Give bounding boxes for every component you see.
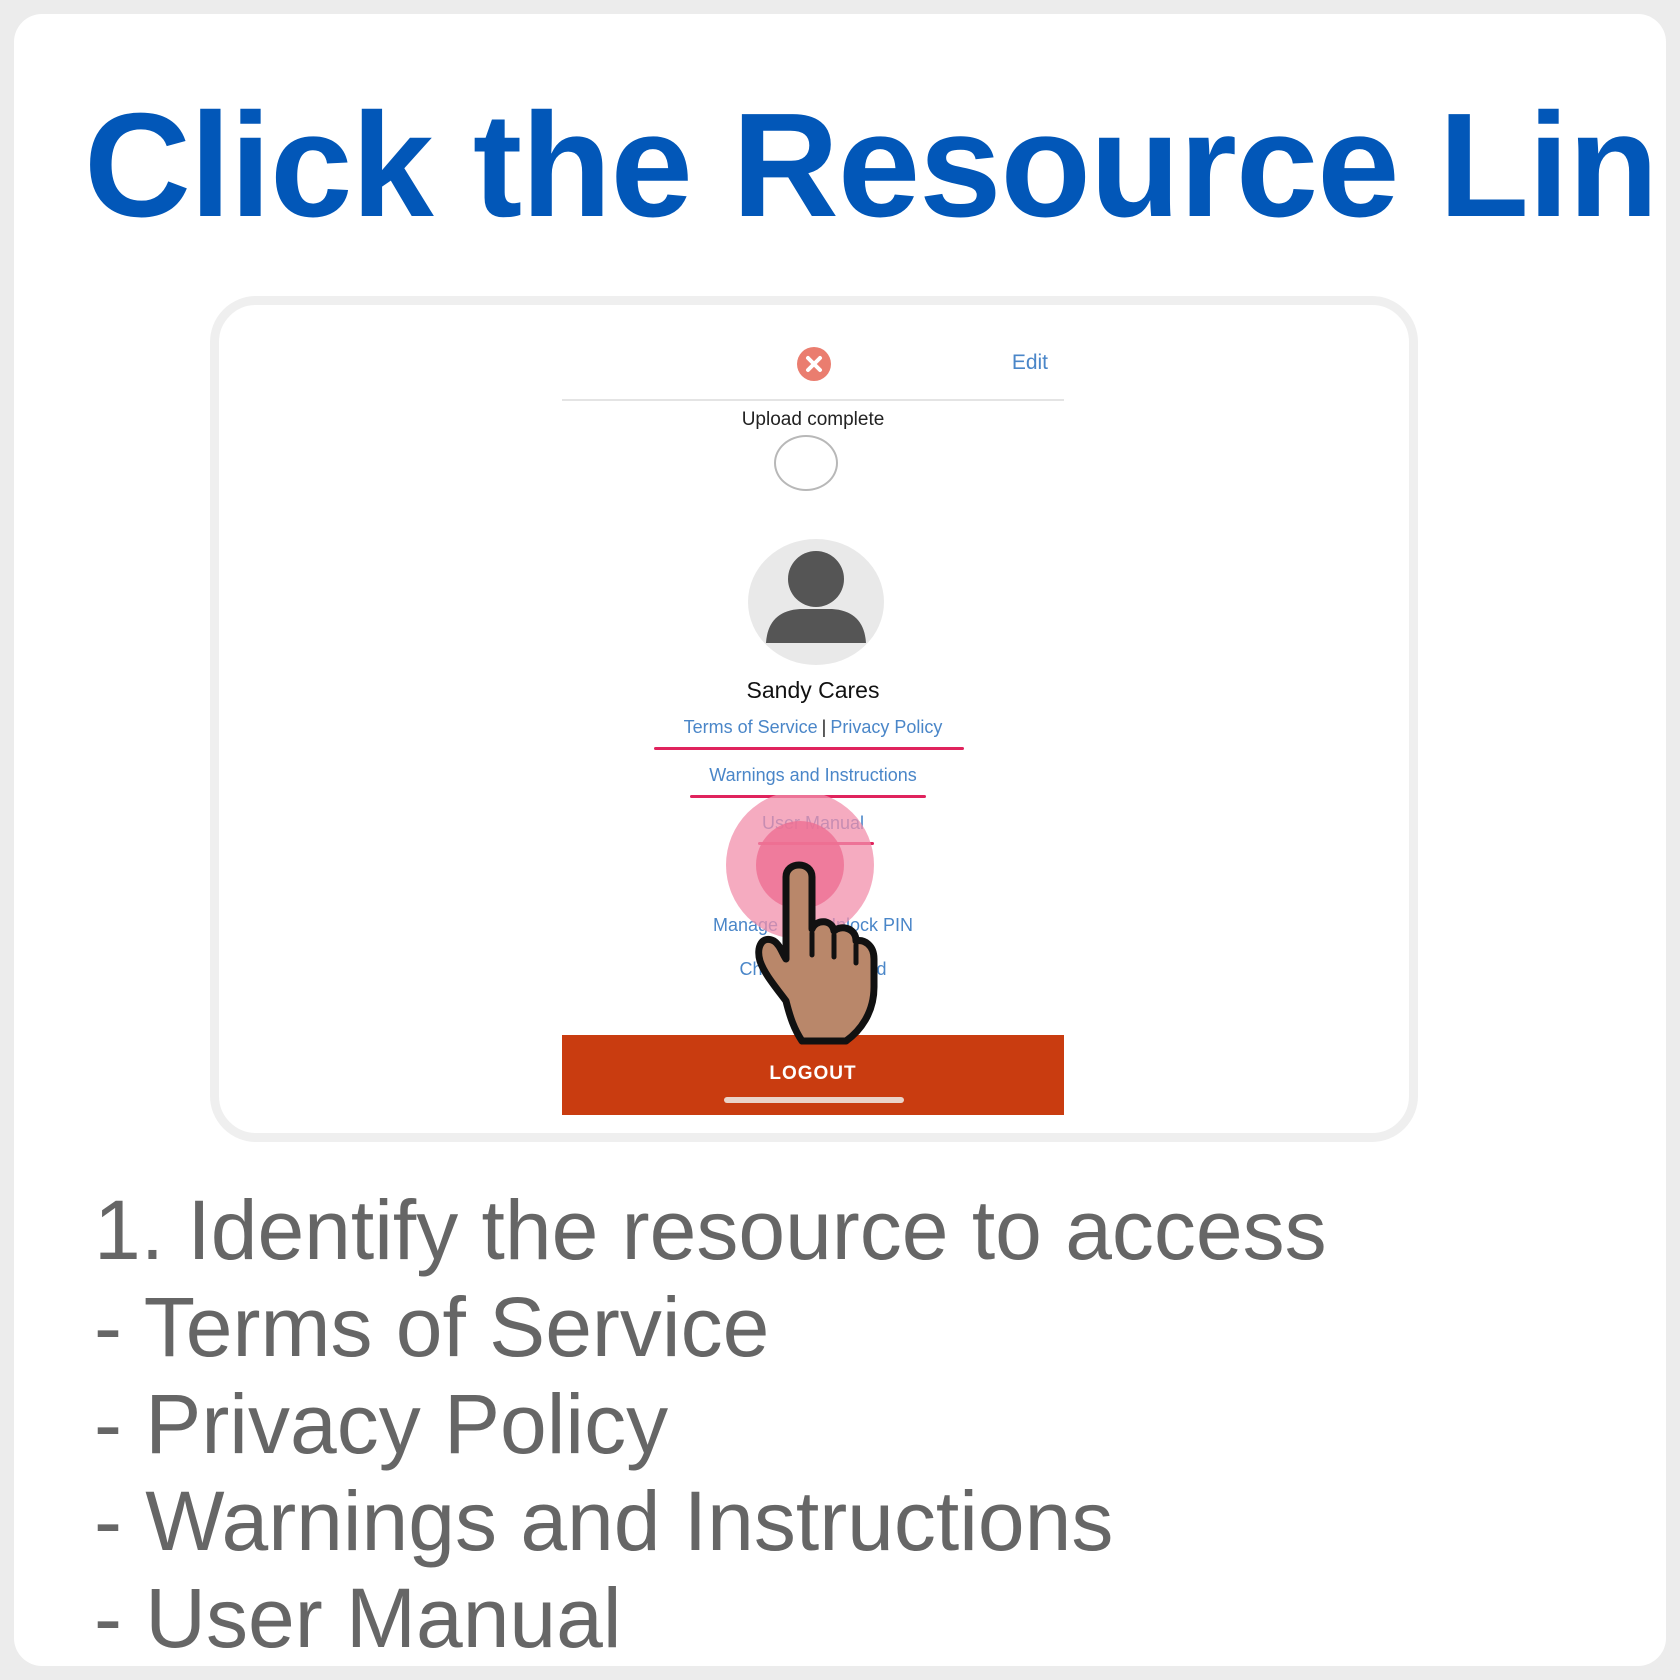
- hand-pointer-icon: [726, 795, 878, 1045]
- top-bar: Edit: [562, 347, 1064, 401]
- user-name: Sandy Cares: [746, 677, 880, 703]
- instruction-item: - Privacy Policy: [94, 1377, 669, 1471]
- screenshot-frame: Edit Upload complete Sandy Cares Terms o…: [210, 296, 1418, 1142]
- close-icon[interactable]: [797, 347, 831, 381]
- instruction-item: - Warnings and Instructions: [94, 1474, 1114, 1568]
- instruction-item: - Terms of Service: [94, 1280, 770, 1374]
- tutorial-card: Click the Resource Link Edit Upload comp…: [14, 14, 1666, 1666]
- legal-links-row: Terms of Service | Privacy Policy: [562, 717, 1064, 738]
- terms-of-service-link[interactable]: Terms of Service: [683, 717, 818, 737]
- logout-label: LOGOUT: [769, 1063, 857, 1084]
- home-indicator: [724, 1097, 904, 1103]
- upload-status: Upload complete: [741, 409, 885, 430]
- highlight-underline: [654, 747, 964, 750]
- privacy-policy-link[interactable]: Privacy Policy: [830, 717, 943, 737]
- instruction-step: 1. Identify the resource to access: [94, 1183, 1327, 1277]
- instruction-text: 1. Identify the resource to access - Ter…: [94, 1182, 1327, 1666]
- warnings-and-instructions-link[interactable]: Warnings and Instructions: [709, 765, 917, 785]
- upload-indicator: [774, 435, 838, 491]
- edit-button[interactable]: Edit: [1011, 351, 1048, 374]
- avatar-icon: [748, 539, 884, 665]
- logout-button[interactable]: LOGOUT: [562, 1035, 1064, 1115]
- link-separator: |: [821, 717, 827, 737]
- page-title: Click the Resource Link: [84, 83, 1666, 248]
- phone-screen: Edit Upload complete Sandy Cares Terms o…: [562, 305, 1064, 1133]
- instruction-item: - User Manual: [94, 1571, 622, 1665]
